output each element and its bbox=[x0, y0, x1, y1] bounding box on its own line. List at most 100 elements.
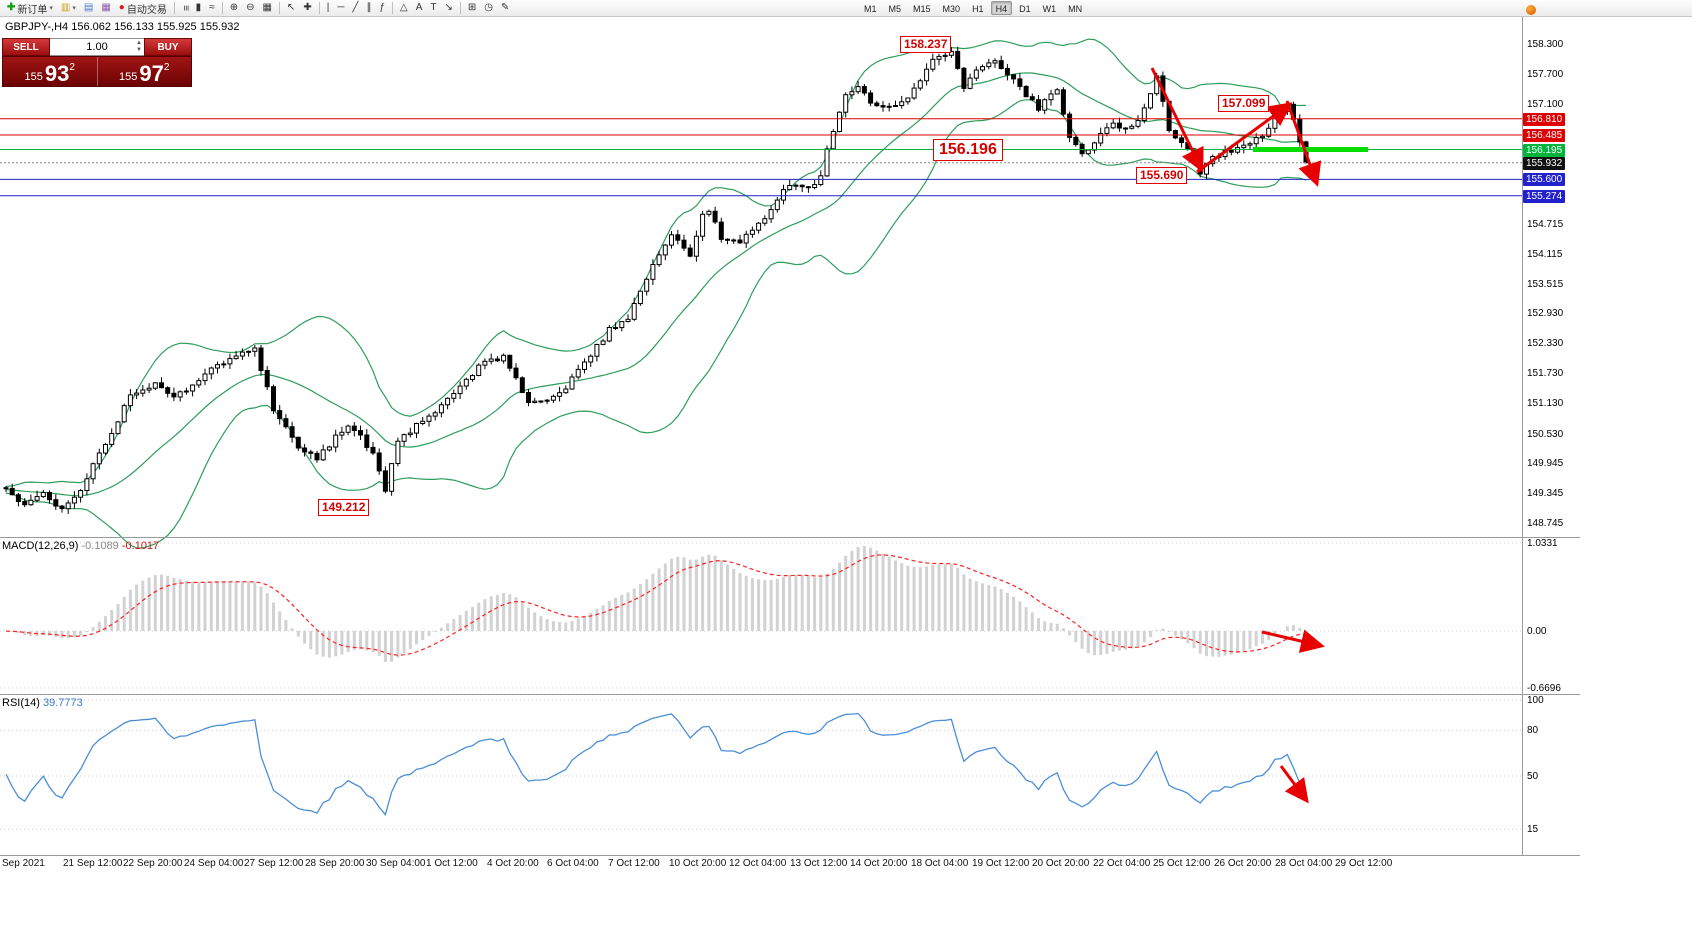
toolbar-separator bbox=[278, 2, 280, 14]
cursor-button[interactable]: ↖ bbox=[283, 1, 299, 16]
new-order-icon: ✚ bbox=[7, 2, 16, 13]
zoom-out-button[interactable]: ⊖ bbox=[242, 1, 258, 16]
rsi-label: RSI(14) 39.7773 bbox=[2, 697, 83, 709]
profiles-icon: ▤ bbox=[83, 2, 94, 13]
sell-button[interactable]: SELL bbox=[2, 38, 50, 56]
price-axis-label: 155.600 bbox=[1523, 173, 1566, 186]
time-axis-label: 22 Oct 04:00 bbox=[1093, 858, 1151, 869]
sell-price-sup: 2 bbox=[69, 62, 75, 73]
time-axis-label: 6 Oct 04:00 bbox=[547, 858, 599, 869]
one-click-trading-panel: SELL 1.00 ▲ ▼ BUY 155 93 2 155 97 2 bbox=[2, 38, 192, 87]
template-button[interactable]: ✎ bbox=[497, 1, 513, 16]
time-axis-label: 18 Oct 04:00 bbox=[911, 858, 969, 869]
caret-down-icon: ▾ bbox=[72, 5, 76, 12]
bar-chart-button[interactable]: ≡ bbox=[178, 1, 192, 16]
autotrading-button[interactable]: ● 自动交易 bbox=[115, 1, 171, 16]
time-axis-label: 28 Oct 04:00 bbox=[1275, 858, 1333, 869]
tile-windows-button[interactable]: ▦ bbox=[258, 1, 275, 16]
price-callout: 149.212 bbox=[318, 499, 370, 516]
time-axis-label: 21 Sep 12:00 bbox=[63, 858, 123, 869]
timeframe-m5[interactable]: M5 bbox=[888, 4, 902, 14]
spin-up-icon[interactable]: ▲ bbox=[136, 40, 142, 46]
time-axis-label: 24 Sep 04:00 bbox=[184, 858, 244, 869]
buy-price-display[interactable]: 155 97 2 bbox=[96, 57, 192, 86]
text-label-button[interactable]: T bbox=[426, 1, 440, 16]
time-axis-label: 12 Oct 04:00 bbox=[729, 858, 787, 869]
symbol-ohlc-readout: GBPJPY-,H4 156.062 156.133 155.925 155.9… bbox=[5, 21, 239, 33]
trendline-button[interactable]: ╱ bbox=[348, 1, 362, 16]
toolbar-separator bbox=[221, 2, 223, 14]
price-axis-label: 149.345 bbox=[1527, 488, 1564, 499]
timeframe-m1[interactable]: M1 bbox=[864, 4, 877, 14]
buy-price-big: 97 bbox=[139, 61, 164, 86]
time-axis-label: 14 Oct 20:00 bbox=[850, 858, 908, 869]
periods-button[interactable]: ◷ bbox=[480, 1, 497, 16]
timeframe-m30[interactable]: M30 bbox=[942, 4, 961, 14]
time-axis-label: 26 Oct 20:00 bbox=[1214, 858, 1272, 869]
rsi-axis-label: 80 bbox=[1527, 725, 1539, 736]
buy-button[interactable]: BUY bbox=[144, 38, 192, 56]
sell-price-display[interactable]: 155 93 2 bbox=[3, 57, 97, 86]
macd-label: MACD(12,26,9) -0.1089 -0.1017 bbox=[2, 540, 159, 552]
alerts-button[interactable] bbox=[1522, 2, 1540, 17]
price-axis-label: 154.715 bbox=[1527, 219, 1564, 230]
price-axis-label: 151.130 bbox=[1527, 398, 1564, 409]
rsi-axis-label: 100 bbox=[1527, 695, 1544, 706]
price-callout: 156.196 bbox=[933, 139, 1003, 161]
timeframe-h1[interactable]: H1 bbox=[972, 4, 984, 14]
zoom-in-button[interactable]: ⊕ bbox=[226, 1, 242, 16]
equidistant-channel-icon: ∥ bbox=[366, 2, 372, 13]
shapes-button[interactable]: △ bbox=[396, 1, 412, 16]
price-axis-label: 158.300 bbox=[1527, 39, 1564, 50]
rsi-axis-label: 50 bbox=[1527, 771, 1539, 782]
horizontal-line-button[interactable]: ─ bbox=[333, 1, 348, 16]
indicators-button[interactable]: ⊞ bbox=[464, 1, 480, 16]
timeframe-d1[interactable]: D1 bbox=[1019, 4, 1031, 14]
price-axis-label: 154.115 bbox=[1527, 249, 1563, 260]
price-axis-label: 155.274 bbox=[1523, 190, 1566, 203]
periods-icon: ◷ bbox=[484, 2, 493, 13]
timeframe-m15[interactable]: M15 bbox=[913, 4, 931, 14]
vertical-line-button[interactable]: | bbox=[323, 1, 334, 16]
price-axis-label: 151.730 bbox=[1527, 368, 1564, 379]
macd-axis-label: -0.6696 bbox=[1527, 683, 1561, 694]
bar-chart-icon: ≡ bbox=[179, 5, 191, 11]
arrow-objects-button[interactable]: ↘ bbox=[440, 1, 456, 16]
rsi-value: 39.7773 bbox=[42, 697, 83, 709]
candlestick-chart-button[interactable]: ▮ bbox=[192, 1, 206, 16]
spin-down-icon[interactable]: ▼ bbox=[136, 47, 142, 53]
profiles-button[interactable]: ▤ bbox=[80, 1, 97, 16]
zoom-out-icon: ⊖ bbox=[246, 2, 255, 13]
equidistant-channel-button[interactable]: ∥ bbox=[362, 1, 375, 16]
toolbar-separator bbox=[173, 2, 175, 14]
volume-spinner[interactable]: ▲ ▼ bbox=[136, 40, 142, 54]
price-axis-label: 148.745 bbox=[1527, 518, 1564, 529]
price-axis-label: 153.515 bbox=[1527, 279, 1564, 290]
timeframe-h4[interactable]: H4 bbox=[990, 1, 1013, 15]
chart-window-icon: ▥ bbox=[60, 2, 71, 13]
crosshair-button[interactable]: ✚ bbox=[299, 1, 315, 16]
price-axis-label: 150.530 bbox=[1527, 429, 1564, 440]
toolbar-separator bbox=[392, 2, 393, 14]
tool-group: ≡ ▮ ≈ ⊕ ⊖ ▦ ↖ ✚ | ─ ╱ ∥ ƒ △ A T ↘ ⊞ ◷ ✎ bbox=[178, 1, 514, 16]
text-button[interactable]: A bbox=[412, 1, 427, 16]
market-watch-button[interactable]: ▦ bbox=[97, 1, 114, 16]
rsi-axis-label: 15 bbox=[1527, 824, 1539, 835]
alert-icon bbox=[1526, 4, 1536, 15]
chart-window-button[interactable]: ▥ ▾ bbox=[57, 1, 80, 16]
price-axis-label: 156.485 bbox=[1523, 129, 1566, 142]
line-chart-icon: ≈ bbox=[209, 2, 215, 13]
new-order-button[interactable]: ✚ 新订单 ▾ bbox=[3, 1, 57, 16]
fibonacci-button[interactable]: ƒ bbox=[375, 1, 389, 16]
timeframe-mn[interactable]: MN bbox=[1068, 4, 1083, 14]
timeframe-group: M1 M5 M15 M30 H1 H4 D1 W1 MN bbox=[858, 0, 1088, 16]
toolbar-separator bbox=[318, 2, 320, 14]
macd-signal-value: -0.1017 bbox=[121, 540, 160, 552]
volume-input[interactable]: 1.00 ▲ ▼ bbox=[50, 38, 144, 56]
timeframe-w1[interactable]: W1 bbox=[1042, 4, 1057, 14]
macd-title: MACD(12,26,9) bbox=[2, 540, 79, 552]
macd-axis-label: 1.0331 bbox=[1527, 538, 1558, 549]
time-axis-label: 7 Oct 12:00 bbox=[608, 858, 660, 869]
line-chart-button[interactable]: ≈ bbox=[205, 1, 219, 16]
